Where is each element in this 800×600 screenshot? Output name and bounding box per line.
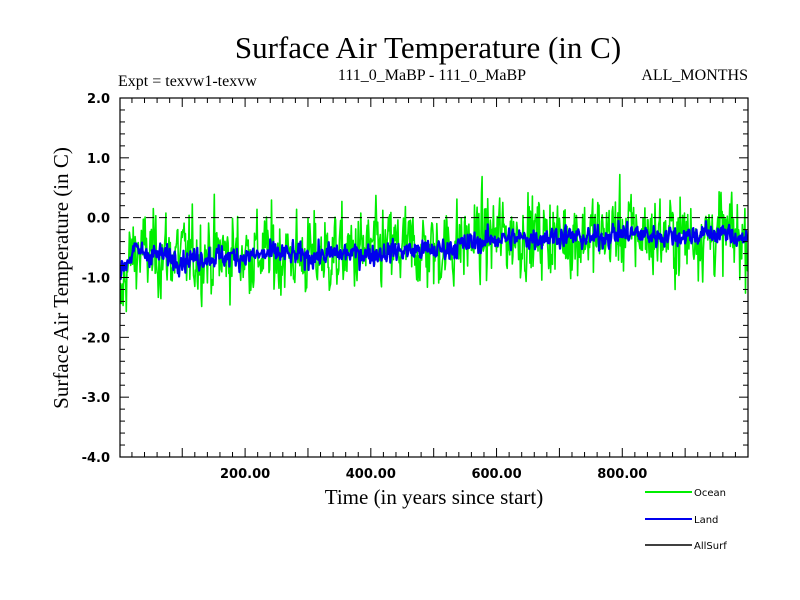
y-tick-label: -4.0: [82, 451, 110, 466]
plot-frame: [119, 97, 749, 458]
legend-ocean-label: Ocean: [694, 488, 726, 499]
land-series-path: [120, 173, 748, 313]
series-land-line: [120, 173, 748, 313]
legend-land-label: Land: [694, 515, 718, 526]
subtitle-months: ALL_MONTHS: [641, 67, 748, 84]
chart-title: Surface Air Temperature (in C): [235, 30, 621, 65]
x-tick-label: 800.00: [597, 467, 647, 482]
x-tick-label: 200.00: [220, 467, 270, 482]
ocean-series-path: [120, 219, 748, 280]
x-tick-label: 600.00: [471, 467, 521, 482]
y-axis-label: Surface Air Temperature (in C): [49, 147, 73, 409]
legend: Ocean Land AllSurf: [645, 488, 727, 552]
y-tick-label: 2.0: [87, 92, 110, 107]
x-axis-tick-labels: 200.00 400.00 600.00 800.00: [220, 467, 647, 482]
y-tick-label: 1.0: [87, 152, 110, 167]
legend-allsurf-label: AllSurf: [694, 541, 727, 552]
x-axis-label: Time (in years since start): [325, 485, 544, 509]
series-ocean-line: [120, 219, 748, 280]
y-axis-tick-labels: 2.0 1.0 0.0 -1.0 -2.0 -3.0 -4.0: [82, 92, 110, 466]
subtitle-period: 111_0_MaBP - 111_0_MaBP: [338, 67, 526, 84]
y-tick-label: -1.0: [82, 272, 110, 287]
y-tick-label: -2.0: [82, 331, 110, 346]
x-tick-label: 400.00: [346, 467, 396, 482]
plot-area: [119, 97, 749, 458]
y-tick-label: -3.0: [82, 391, 110, 406]
subtitle-experiment: Expt = texvw1-texvw: [118, 73, 257, 90]
axis-ticks: [120, 97, 748, 458]
y-tick-label: 0.0: [87, 212, 110, 227]
